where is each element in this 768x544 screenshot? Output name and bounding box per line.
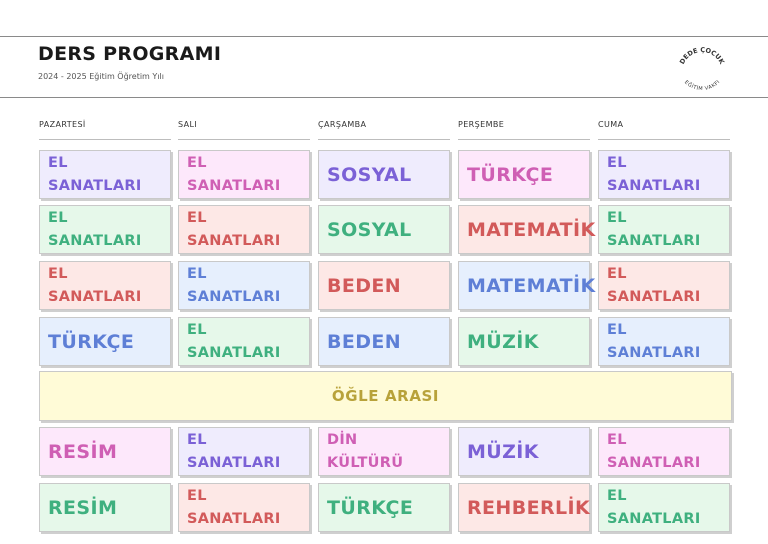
day-header-underline: [598, 139, 730, 140]
lesson-name: TÜRKÇE: [467, 163, 554, 186]
page-subtitle: 2024 - 2025 Eğitim Öğretim Yılı: [38, 72, 164, 81]
lesson-name: EL SANATLARI: [607, 487, 701, 527]
lesson-name: EL SANATLARI: [48, 265, 142, 305]
lesson-name: MÜZİK: [467, 330, 539, 353]
lesson-name: REHBERLİK: [467, 496, 591, 519]
day-header-underline: [178, 139, 310, 140]
lesson-cell: EL SANATLARI: [598, 427, 730, 476]
lesson-name: DİN KÜLTÜRÜ: [327, 431, 404, 471]
lesson-name: EL SANATLARI: [607, 154, 701, 194]
lesson-cell: MÜZİK: [458, 317, 590, 366]
day-header-underline: [458, 139, 590, 140]
day-header: SALI: [178, 120, 198, 129]
lesson-name: EL SANATLARI: [187, 487, 281, 527]
page-title: DERS PROGRAMI: [38, 43, 222, 65]
lesson-cell: SOSYAL: [318, 205, 450, 254]
lesson-cell: MATEMATİK: [458, 205, 595, 254]
header-divider: [0, 97, 768, 98]
lesson-name: EL SANATLARI: [607, 321, 701, 361]
lesson-cell: REHBERLİK: [458, 483, 590, 532]
lesson-name: EL SANATLARI: [607, 265, 701, 305]
lesson-name: EL SANATLARI: [607, 431, 701, 471]
lesson-cell: TÜRKÇE: [458, 150, 590, 199]
lesson-name: BEDEN: [327, 330, 402, 353]
lesson-cell: EL SANATLARI: [598, 150, 730, 199]
lesson-name: RESİM: [48, 496, 118, 519]
lesson-name: SOSYAL: [327, 163, 412, 186]
lesson-cell: EL SANATLARI: [598, 205, 730, 254]
day-header-underline: [39, 139, 171, 140]
lesson-cell: RESİM: [39, 427, 171, 476]
lunch-break-banner: ÖĞLE ARASI: [39, 371, 732, 421]
day-header: PERŞEMBE: [458, 120, 505, 129]
lesson-name: EL SANATLARI: [187, 265, 281, 305]
lesson-cell: EL SANATLARI: [178, 205, 310, 254]
lesson-name: EL SANATLARI: [187, 321, 281, 361]
lesson-name: EL SANATLARI: [607, 209, 701, 249]
day-header: ÇARŞAMBA: [318, 120, 367, 129]
lesson-name: EL SANATLARI: [48, 154, 142, 194]
lesson-cell: EL SANATLARI: [39, 205, 171, 254]
lunch-break-label: ÖĞLE ARASI: [331, 387, 440, 405]
lesson-cell: SOSYAL: [318, 150, 450, 199]
lesson-cell: EL SANATLARI: [598, 261, 730, 310]
lesson-name: MATEMATİK: [467, 274, 596, 297]
lesson-cell: MATEMATİK: [458, 261, 595, 310]
lesson-cell: EL SANATLARI: [178, 427, 310, 476]
lesson-cell: EL SANATLARI: [178, 261, 310, 310]
svg-text:DEDE ÇOCUK: DEDE ÇOCUK: [678, 46, 726, 66]
lesson-name: EL SANATLARI: [187, 154, 281, 194]
lesson-name: TÜRKÇE: [48, 330, 135, 353]
foundation-logo: DEDE ÇOCUK EĞİTİM VAKFI: [678, 46, 726, 92]
lesson-cell: BEDEN: [318, 261, 450, 310]
logo-bottom-text: EĞİTİM VAKFI: [683, 79, 721, 92]
lesson-name: RESİM: [48, 440, 118, 463]
day-header: CUMA: [598, 120, 624, 129]
lesson-cell: EL SANATLARI: [178, 317, 310, 366]
lesson-cell: EL SANATLARI: [39, 150, 171, 199]
svg-text:EĞİTİM VAKFI: EĞİTİM VAKFI: [683, 79, 721, 92]
lesson-cell: RESİM: [39, 483, 171, 532]
lesson-cell: EL SANATLARI: [598, 483, 730, 532]
lesson-cell: EL SANATLARI: [598, 317, 730, 366]
lesson-cell: DİN KÜLTÜRÜ: [318, 427, 450, 476]
logo-top-text: DEDE ÇOCUK: [678, 46, 726, 66]
lesson-name: BEDEN: [327, 274, 402, 297]
lesson-name: EL SANATLARI: [48, 209, 142, 249]
lesson-cell: MÜZİK: [458, 427, 590, 476]
lesson-cell: EL SANATLARI: [39, 261, 171, 310]
lesson-cell: BEDEN: [318, 317, 450, 366]
lesson-name: SOSYAL: [327, 218, 412, 241]
lesson-name: EL SANATLARI: [187, 431, 281, 471]
lesson-cell: TÜRKÇE: [39, 317, 171, 366]
top-border-line: [0, 36, 768, 37]
lesson-name: EL SANATLARI: [187, 209, 281, 249]
lesson-name: TÜRKÇE: [327, 496, 414, 519]
lesson-cell: TÜRKÇE: [318, 483, 450, 532]
lesson-cell: EL SANATLARI: [178, 483, 310, 532]
day-header: PAZARTESİ: [39, 120, 86, 129]
day-header-underline: [318, 139, 450, 140]
lesson-cell: EL SANATLARI: [178, 150, 310, 199]
lesson-name: MATEMATİK: [467, 218, 596, 241]
lesson-name: MÜZİK: [467, 440, 539, 463]
